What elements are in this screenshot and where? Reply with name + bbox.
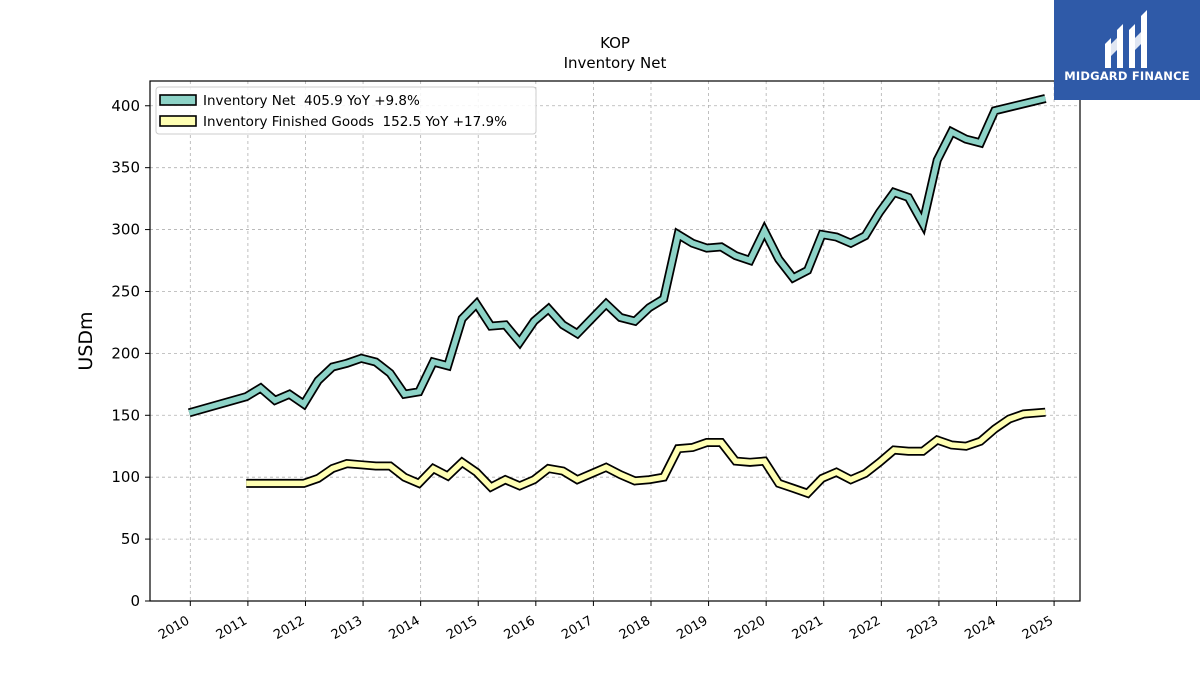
- series-line-outline-0: [187, 94, 1047, 418]
- x-tick-label: 2025: [1020, 613, 1056, 643]
- x-tick-label: 2016: [502, 613, 538, 643]
- x-tick-label: 2017: [559, 613, 595, 643]
- plot-frame: [149, 80, 1081, 602]
- y-tick-label: 0: [130, 592, 140, 610]
- y-axis-label: USDm: [75, 311, 97, 370]
- x-tick-label: 2018: [617, 613, 653, 643]
- y-tick-label: 50: [121, 530, 140, 548]
- chart-title: KOP: [600, 34, 630, 52]
- legend-label-inventory-net: Inventory Net 405.9 YoY +9.8%: [203, 93, 420, 109]
- logo-text: MIDGARD FINANCE: [1064, 69, 1190, 83]
- x-tick-label: 2013: [329, 613, 365, 643]
- brand-logo: MIDGARD FINANCE: [1054, 0, 1200, 100]
- y-tick-label: 250: [111, 282, 140, 300]
- legend-box: [155, 86, 537, 135]
- series-line-1: [246, 409, 1046, 497]
- y-tick-label: 150: [111, 406, 140, 424]
- y-tick-label: 350: [111, 159, 140, 177]
- midgard-logo-icon: [1105, 10, 1147, 68]
- x-tick-label: 2021: [790, 613, 826, 643]
- x-tick-label: 2019: [674, 613, 710, 643]
- y-tick-label: 200: [111, 344, 140, 362]
- x-tick-label: 2020: [732, 613, 768, 643]
- x-tick-label: 2022: [847, 613, 883, 643]
- series-layer: [187, 94, 1047, 499]
- series-line-0: [188, 95, 1047, 416]
- legend-label-inventory-finished-goods: Inventory Finished Goods 152.5 YoY +17.9…: [203, 114, 507, 130]
- chart-subtitle: Inventory Net: [564, 54, 667, 72]
- x-tick-label: 2015: [444, 613, 480, 643]
- y-tick-label: 300: [111, 221, 140, 239]
- legend: Inventory Net 405.9 YoY +9.8% Inventory …: [155, 86, 537, 135]
- x-tick-label: 2010: [156, 613, 192, 643]
- y-tick-label: 400: [111, 97, 140, 115]
- x-tick-label: 2023: [905, 613, 941, 643]
- y-tick-label: 100: [111, 468, 140, 486]
- legend-swatch-inventory-net: [159, 94, 197, 106]
- x-tick-label: 2024: [962, 613, 998, 643]
- x-tick-label: 2012: [271, 613, 307, 643]
- legend-swatch-inventory-finished-goods: [159, 115, 197, 127]
- x-tick-label: 2014: [386, 613, 422, 643]
- x-tick-label: 2011: [214, 613, 250, 643]
- axis-ticks: 0 50 100 150 200 250 300 350 400 2010 2011 2012 2013…: [111, 97, 1056, 643]
